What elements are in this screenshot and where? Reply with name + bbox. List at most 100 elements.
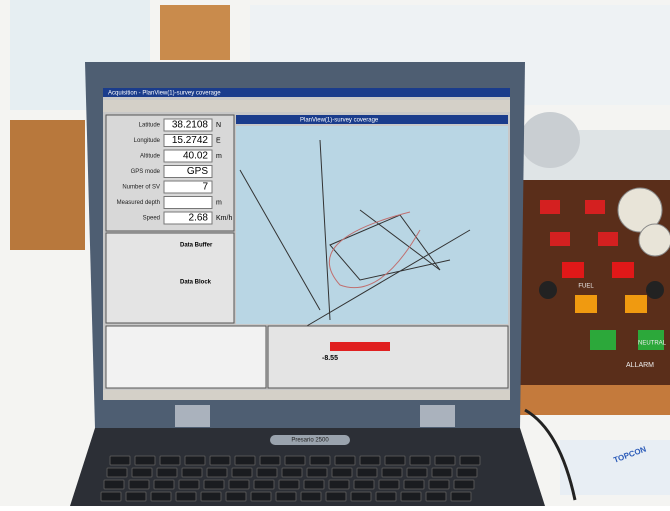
key [106,467,128,478]
instrument-label: Number of SV [122,185,160,191]
button [585,200,605,214]
gauge-dial [617,187,663,233]
key [278,479,300,490]
instrument-value: 7 [202,182,208,193]
instrument-label: Latitude [139,123,161,129]
key [125,491,147,502]
key [231,467,253,478]
wood-panel [10,120,85,250]
key [259,455,281,466]
key [403,479,425,490]
console-label: NEUTRAL [638,341,667,347]
value-box [163,196,213,209]
value-box [163,134,213,147]
key [206,467,228,478]
instrument-unit: N [216,122,221,129]
key [406,467,428,478]
key [359,455,381,466]
key [325,491,347,502]
gauge-bar [330,342,390,351]
laptop-brand: Presario 2500 [291,438,329,444]
button [550,232,570,246]
key [375,491,397,502]
cable-box [560,440,670,495]
instrument-unit: m [216,153,222,160]
key [128,479,150,490]
key [378,479,400,490]
key [109,455,131,466]
instrument-label: GPS mode [131,169,161,175]
key [225,491,247,502]
button [598,232,618,246]
map-title: PlanView(1)-survey coverage [300,118,379,124]
key [428,479,450,490]
key [400,491,422,502]
key [350,491,372,502]
button [540,200,560,214]
key [150,491,172,502]
instrument-value: 15.2742 [172,135,209,146]
keyboard [100,455,481,502]
instrument-unit: E [216,137,221,144]
key [181,467,203,478]
key [228,479,250,490]
key [175,491,197,502]
key [103,479,125,490]
wood-frame [160,5,230,60]
key [453,479,475,490]
instrument-value: 40.02 [183,151,208,162]
instrument-value: 2.68 [189,213,209,224]
key [459,455,481,466]
instrument-label: Altitude [140,154,161,160]
gauge-panel [267,325,509,389]
panel-label: Data Block [180,280,212,286]
instrument-unit: Km/h [216,215,232,222]
key [331,467,353,478]
data-panel [105,232,235,324]
hinge [420,405,455,427]
knob [646,281,664,299]
instrument-unit: m [216,199,222,206]
key [209,455,231,466]
button [612,262,634,278]
key [300,491,322,502]
key [100,491,122,502]
key [284,455,306,466]
window-title: Acquisition - PlanView(1)-survey coverag… [108,91,221,97]
brand-plate [270,435,350,445]
title-bar [103,88,510,97]
gauge-dial [638,223,670,257]
key [328,479,350,490]
toolbar [103,100,510,112]
key [275,491,297,502]
key [256,467,278,478]
key [381,467,403,478]
key [156,467,178,478]
panel-label: Data Buffer [180,243,213,249]
cable [524,408,577,501]
key [134,455,156,466]
key [309,455,331,466]
key [203,479,225,490]
button [590,330,616,350]
knob [539,281,557,299]
value-box [163,165,213,178]
instrument-label: Longitude [134,138,161,144]
survey-lines [239,139,471,331]
key [450,491,472,502]
button [575,295,597,313]
key [384,455,406,466]
key [159,455,181,466]
key [425,491,447,502]
key [334,455,356,466]
value-box [163,180,213,194]
value-box [163,211,213,225]
wood-shelf [515,385,670,415]
key [356,467,378,478]
instrument-label: Speed [143,216,160,222]
key [456,467,478,478]
key [409,455,431,466]
key [431,467,453,478]
gauge-value: -8.55 [322,355,338,362]
